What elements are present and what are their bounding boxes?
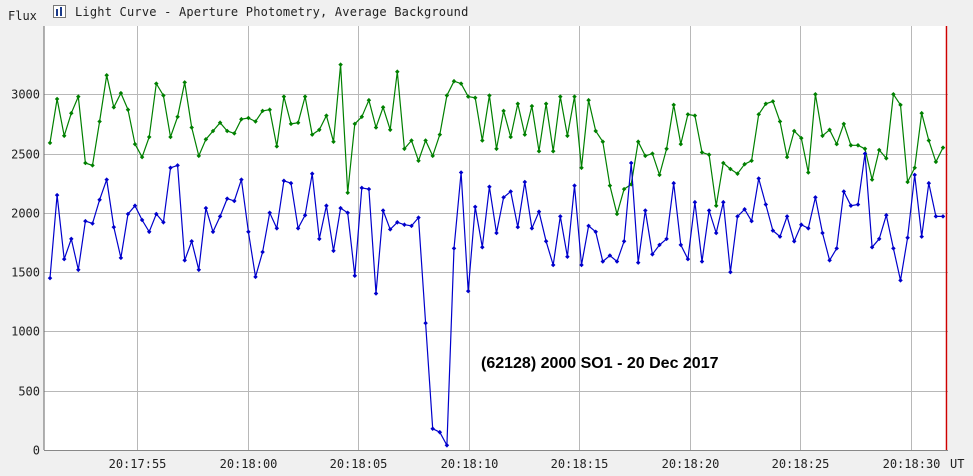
data-point <box>345 190 350 195</box>
data-point <box>430 426 435 431</box>
data-point <box>387 227 393 232</box>
light-curve-icon[interactable] <box>53 5 66 18</box>
data-point <box>274 226 280 231</box>
y-tick-label: 2500 <box>11 148 40 162</box>
data-point <box>246 115 251 121</box>
data-point <box>239 116 244 122</box>
data-point <box>90 221 95 226</box>
data-point <box>352 273 358 278</box>
x-tick-label: 20:18:10 <box>441 457 499 471</box>
data-point <box>118 90 124 96</box>
x-tick-label: 20:18:25 <box>772 457 830 471</box>
chart-title-bar: Flux Light Curve - Aperture Photometry, … <box>0 0 973 26</box>
data-point <box>451 246 457 251</box>
window-title: Light Curve - Aperture Photometry, Avera… <box>75 5 469 19</box>
chart-annotation: (62128) 2000 SO1 - 20 Dec 2017 <box>481 355 719 372</box>
data-point <box>97 197 102 203</box>
data-point <box>317 127 322 133</box>
data-point <box>302 212 308 218</box>
data-point <box>437 429 443 435</box>
data-point <box>47 140 53 146</box>
data-point <box>600 259 606 264</box>
data-point <box>352 121 358 127</box>
x-tick-label: 20:18:00 <box>220 457 278 471</box>
data-point <box>125 211 131 217</box>
x-tick-label: 20:18:05 <box>330 457 388 471</box>
data-point <box>898 278 903 283</box>
data-point <box>309 171 315 176</box>
data-point <box>565 254 570 259</box>
data-point <box>253 274 258 280</box>
y-tick-label: 500 <box>18 385 40 399</box>
data-point <box>331 139 336 144</box>
data-point <box>54 96 60 102</box>
data-point <box>699 259 705 264</box>
data-point <box>317 236 322 242</box>
data-point <box>373 291 379 296</box>
data-point <box>416 158 421 163</box>
y-tick-label: 2000 <box>11 207 40 221</box>
series-2 <box>47 151 946 448</box>
data-point <box>472 204 478 210</box>
data-point <box>579 262 584 268</box>
data-point <box>409 223 414 229</box>
y-tick-label: 3000 <box>11 88 40 102</box>
y-tick-label: 1000 <box>11 325 40 339</box>
data-point <box>614 259 620 264</box>
data-point <box>827 258 832 263</box>
y-tick-label: 1500 <box>11 266 40 280</box>
tick-labels: 0 500 1000 1500 2000 2500 3000 20:17:55 20:18:00… <box>11 88 940 472</box>
data-point <box>395 69 400 74</box>
data-point <box>288 180 294 186</box>
x-tick-label: 20:18:20 <box>662 457 720 471</box>
data-point <box>395 220 400 225</box>
data-point <box>359 185 365 191</box>
data-point <box>444 443 450 448</box>
data-point <box>161 93 166 98</box>
data-point <box>607 253 613 258</box>
data-point <box>196 267 202 273</box>
data-point <box>480 244 485 250</box>
plot-area <box>44 26 948 450</box>
data-point <box>90 163 95 168</box>
data-point <box>189 125 194 130</box>
y-axis-label: Flux <box>8 9 37 23</box>
data-point <box>182 80 187 85</box>
data-point <box>465 288 471 294</box>
data-point <box>83 218 88 224</box>
x-axis-label: UT <box>950 457 964 471</box>
data-point <box>274 144 280 149</box>
grid <box>44 26 948 451</box>
data-point <box>76 267 81 273</box>
data-point <box>83 160 88 166</box>
data-point <box>550 262 556 268</box>
x-tick-label: 20:18:15 <box>551 457 609 471</box>
data-point <box>635 260 641 265</box>
x-tick-label: 20:17:55 <box>109 457 167 471</box>
data-point <box>324 203 329 208</box>
series <box>47 62 946 448</box>
data-point <box>685 256 691 262</box>
data-point <box>501 195 506 200</box>
data-point <box>480 138 485 143</box>
data-point <box>437 132 443 137</box>
data-point <box>402 222 407 227</box>
y-tick-label: 0 <box>33 444 40 458</box>
data-point <box>359 114 365 120</box>
data-point <box>111 105 117 110</box>
x-tick-label: 20:18:30 <box>883 457 941 471</box>
data-point <box>728 269 733 275</box>
data-point <box>97 119 102 124</box>
data-point <box>430 153 435 159</box>
data-point <box>423 320 428 326</box>
data-point <box>104 177 109 182</box>
data-point <box>111 224 117 230</box>
